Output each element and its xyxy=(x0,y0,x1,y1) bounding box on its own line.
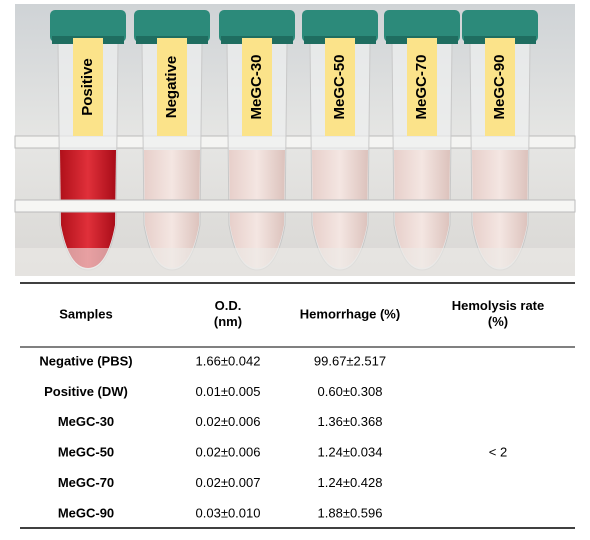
tube-label: MeGC-70 xyxy=(413,54,430,119)
tube-label-bg xyxy=(325,38,355,136)
rack-bar xyxy=(14,199,576,213)
tube-cap xyxy=(134,10,210,42)
table-cell: Positive (DW) xyxy=(44,384,128,399)
table-cell: MeGC-50 xyxy=(58,445,114,460)
tube-label: Negative xyxy=(163,56,180,119)
rack-base xyxy=(15,248,575,276)
table-cell: 1.88±0.596 xyxy=(318,505,383,520)
table-cell: 0.01±0.005 xyxy=(196,384,261,399)
tube-label: Positive xyxy=(79,58,96,116)
table-cell: < 2 xyxy=(489,444,507,459)
tube-label-bg xyxy=(157,38,187,136)
tube-cap xyxy=(219,10,295,42)
tube-label-bg xyxy=(407,38,437,136)
table-cell: 1.24±0.034 xyxy=(318,445,383,460)
tube-label: MeGC-30 xyxy=(248,54,265,119)
column-header: Samples xyxy=(59,306,112,321)
tube-cap xyxy=(50,10,126,42)
column-header: O.D. (nm) xyxy=(214,298,242,329)
table-cell: 99.67±2.517 xyxy=(314,353,386,368)
tube-label-bg xyxy=(485,38,515,136)
table-cell: 0.60±0.308 xyxy=(318,384,383,399)
table-cell: MeGC-30 xyxy=(58,414,114,429)
table-cell: 1.66±0.042 xyxy=(196,353,261,368)
table-cell: 0.03±0.010 xyxy=(196,505,261,520)
table-cell: 0.02±0.006 xyxy=(196,445,261,460)
table-cell: 1.24±0.428 xyxy=(318,475,383,490)
tube-label: MeGC-50 xyxy=(331,54,348,119)
tube-cap xyxy=(302,10,378,42)
tube-label-bg xyxy=(73,38,103,136)
table-cell: 0.02±0.007 xyxy=(196,475,261,490)
table-cell: 1.36±0.368 xyxy=(318,414,383,429)
tube-label: MeGC-90 xyxy=(491,54,508,119)
tube-label-bg xyxy=(242,38,272,136)
column-header: Hemorrhage (%) xyxy=(300,306,400,321)
table-cell: MeGC-70 xyxy=(58,475,114,490)
table-cell: MeGC-90 xyxy=(58,505,114,520)
tube-cap xyxy=(462,10,538,42)
table-cell: Negative (PBS) xyxy=(39,353,132,368)
column-header: Hemolysis rate (%) xyxy=(452,298,545,329)
tube-cap xyxy=(384,10,460,42)
table-cell: 0.02±0.006 xyxy=(196,414,261,429)
